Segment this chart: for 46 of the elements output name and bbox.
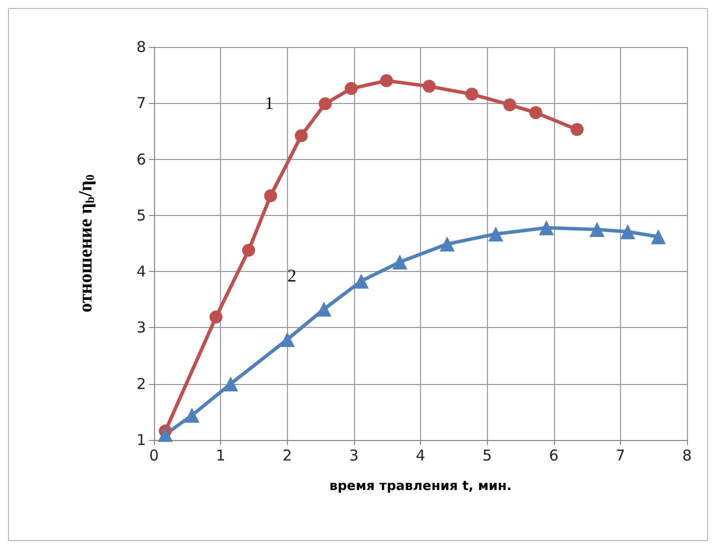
point — [294, 129, 308, 142]
point — [392, 254, 408, 270]
point — [344, 82, 358, 96]
point — [465, 88, 478, 101]
point — [242, 244, 256, 257]
y-tick-label: 3 — [136, 318, 146, 337]
x-tick-label: 6 — [548, 446, 559, 464]
x-tick-label: 8 — [682, 446, 692, 464]
point — [354, 274, 369, 289]
x-tick-label: 4 — [416, 446, 426, 464]
point — [318, 97, 332, 110]
point — [538, 220, 554, 236]
x-tick-label: 2 — [282, 446, 292, 464]
point — [264, 189, 278, 202]
y-axis-title: отношение ηb/η0 — [76, 174, 97, 313]
y-tick-label: 5 — [136, 206, 146, 224]
point — [503, 98, 516, 112]
x-tick-label: 0 — [149, 446, 159, 464]
point — [158, 426, 173, 442]
x-tick-label: 7 — [616, 446, 626, 464]
point — [422, 80, 436, 93]
series-label: 2 — [287, 266, 296, 286]
point — [570, 123, 584, 136]
y-tick-label: 7 — [136, 94, 146, 112]
y-tick-label: 6 — [136, 150, 146, 168]
point — [316, 302, 332, 317]
y-tick-label: 2 — [136, 374, 146, 393]
point — [209, 310, 222, 324]
x-axis-title: время травления t, мин. — [329, 479, 512, 494]
series-label: 1 — [264, 93, 274, 114]
point — [380, 74, 394, 88]
point — [223, 376, 238, 392]
point — [620, 224, 636, 240]
y-tick-label: 8 — [136, 38, 146, 56]
point — [529, 106, 542, 120]
x-tick-label: 5 — [482, 446, 492, 464]
y-tick-label: 1 — [136, 431, 146, 449]
x-tick-label: 1 — [216, 446, 226, 464]
point — [280, 332, 295, 348]
y-tick-label: 4 — [136, 262, 146, 281]
point — [590, 222, 605, 237]
point — [440, 236, 455, 252]
point — [650, 229, 666, 244]
point — [184, 408, 200, 423]
point — [488, 226, 504, 242]
x-tick-label: 3 — [349, 446, 359, 464]
